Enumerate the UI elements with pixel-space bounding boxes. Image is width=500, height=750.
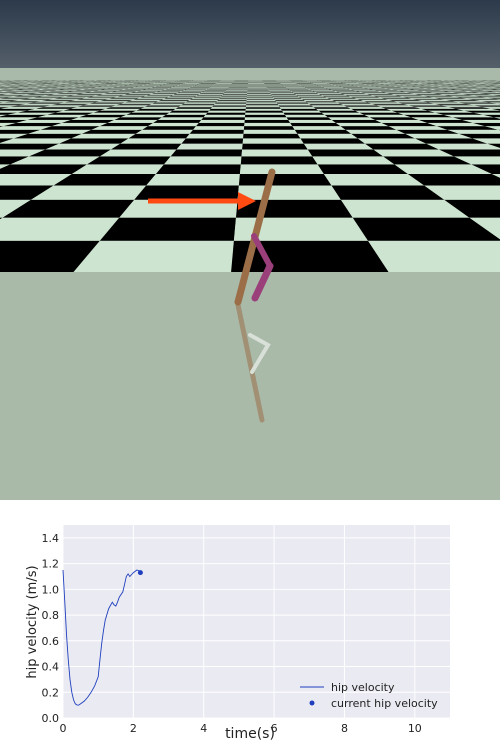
legend: hip velocity current hip velocity	[300, 681, 438, 710]
y-tick-label: 0.8	[42, 609, 60, 622]
x-tick-label: 8	[341, 722, 348, 735]
y-axis-label: hip velocity (m/s)	[25, 565, 40, 678]
checkerboard-floor	[0, 68, 500, 500]
walker-reflection	[235, 302, 271, 423]
y-tick-label: 0.6	[42, 635, 60, 648]
y-tick-label: 0.0	[42, 712, 60, 725]
x-tick-label: 4	[200, 722, 207, 735]
y-tick-label: 1.4	[42, 532, 60, 545]
walker-shin	[251, 262, 274, 302]
x-tick-label: 2	[130, 722, 137, 735]
sky	[0, 0, 500, 70]
legend-dot-swatch	[309, 700, 315, 706]
y-tick-label: 0.4	[42, 661, 60, 674]
hip-velocity-line	[62, 569, 141, 706]
simulation-viewport	[0, 0, 500, 500]
walker-robot	[234, 168, 276, 306]
x-tick-label: 0	[60, 722, 67, 735]
legend-label-current-hip-velocity: current hip velocity	[331, 697, 438, 710]
legend-label-hip-velocity: hip velocity	[331, 681, 395, 694]
x-tick-label: 10	[408, 722, 422, 735]
hip-velocity-chart: 0 2 4 6 8 100.00.20.40.60.81.01.21.4 time(s) …	[25, 525, 450, 742]
y-tick-label: 0.2	[42, 686, 60, 699]
plot-area	[63, 525, 450, 718]
y-tick-label: 1.2	[42, 558, 60, 571]
y-tick-label: 1.0	[42, 583, 60, 596]
x-axis-label: time(s)	[225, 726, 275, 742]
target-direction-arrow	[148, 192, 256, 210]
current-hip-velocity-point	[137, 570, 143, 576]
x-tick-label: 6	[271, 722, 278, 735]
walker-thigh	[251, 233, 273, 269]
